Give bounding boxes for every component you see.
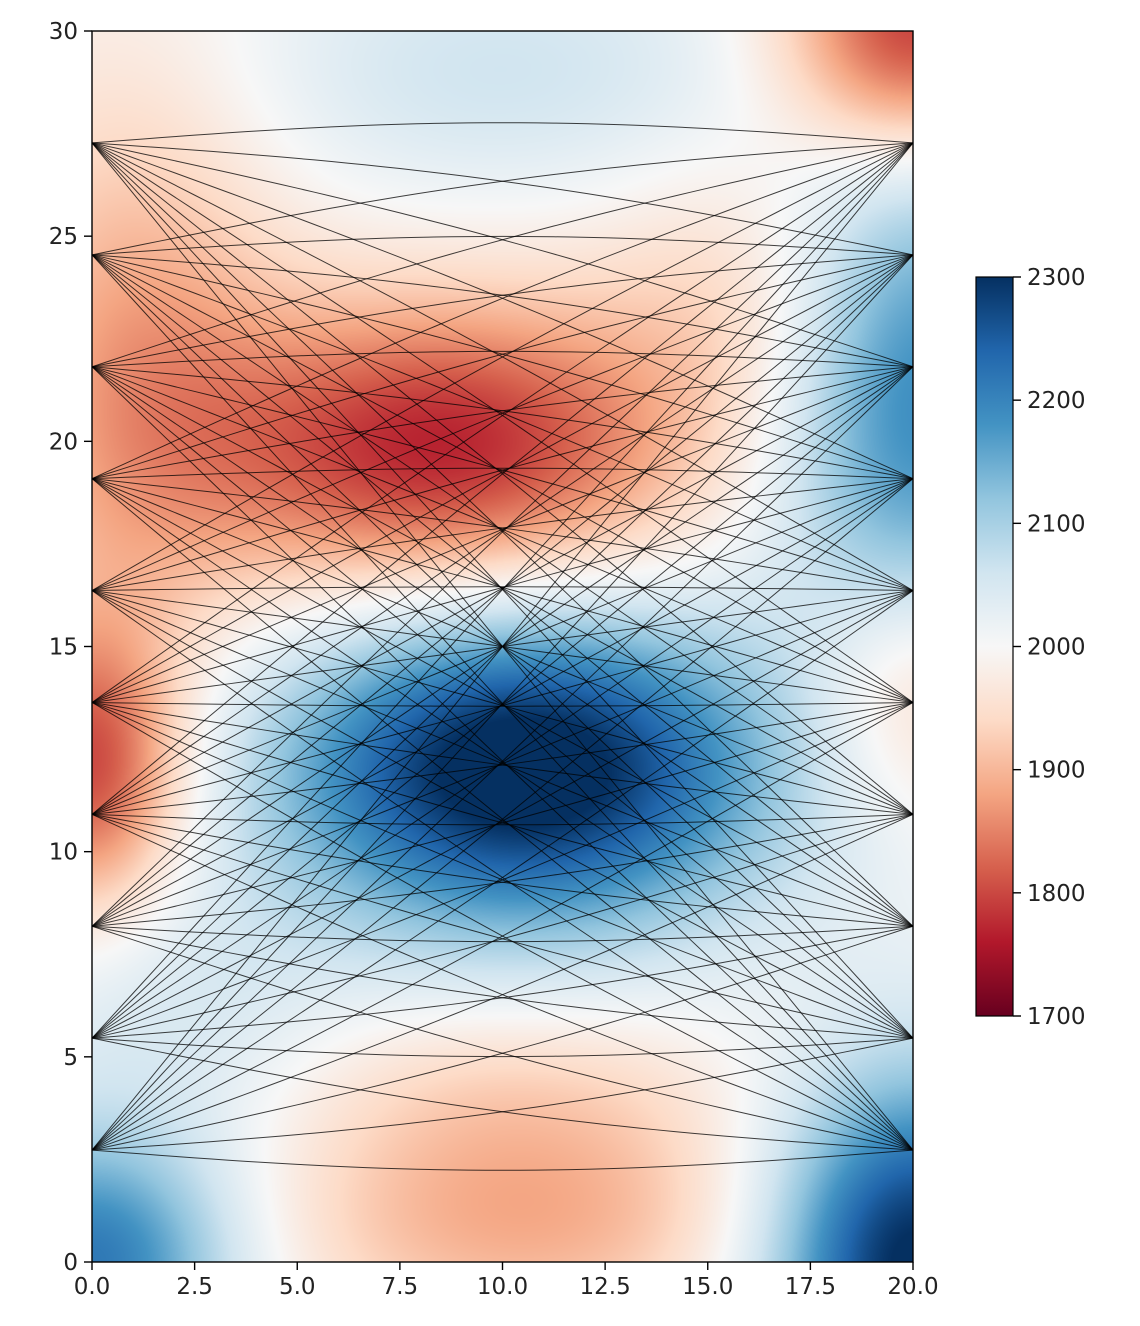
colorbar-tick-label: 1800 <box>1027 881 1086 907</box>
ray-path-s6-r1 <box>92 478 913 1039</box>
ray-path-s9-r7 <box>92 142 913 368</box>
ray-path-s5-r0 <box>92 590 913 1151</box>
y-tick-label: 30 <box>49 19 78 45</box>
ray-path-s9-r5 <box>92 142 913 591</box>
ray-path-s6-r6 <box>92 467 913 480</box>
ray-path-s4-r0 <box>92 702 913 1151</box>
ray-path-s5-r5 <box>92 586 913 592</box>
ray-path-s2-r2 <box>92 925 913 943</box>
ray-path-s8-r3 <box>92 254 913 815</box>
x-tick-label: 10.0 <box>477 1274 528 1300</box>
ray-path-s7-r5 <box>92 366 913 592</box>
colorbar-tick-label: 1900 <box>1027 758 1086 784</box>
y-tick-label: 5 <box>63 1045 78 1071</box>
ray-path-s1-r1 <box>92 1037 913 1058</box>
ray-path-s5-r1 <box>92 590 913 1039</box>
y-tick-label: 20 <box>49 429 78 455</box>
y-tick-label: 0 <box>63 1250 78 1276</box>
ray-path-s3-r0 <box>92 813 913 1151</box>
ray-paths <box>92 122 913 1171</box>
x-tick-label: 12.5 <box>580 1274 631 1300</box>
colorbar-tick-label: 2000 <box>1027 635 1086 661</box>
colorbar-gradient <box>976 277 1013 1016</box>
ray-path-s8-r8 <box>92 235 913 256</box>
ray-path-s8-r5 <box>92 254 913 591</box>
ray-path-s3-r2 <box>92 813 913 927</box>
ray-path-s5-r2 <box>92 590 913 927</box>
ray-path-s2-r1 <box>92 925 913 1039</box>
y-axis: 0 5 10 15 20 25 30 <box>49 19 92 1276</box>
colorbar-tick-label: 2300 <box>1027 265 1086 291</box>
ray-path-s6-r2 <box>92 478 913 927</box>
ray-path-s7-r7 <box>92 350 913 368</box>
ray-path-s8-r6 <box>92 254 913 480</box>
ray-path-s6-r0 <box>92 478 913 1151</box>
ray-path-s3-r1 <box>92 813 913 1039</box>
ray-path-s9-r3 <box>92 142 913 815</box>
colorbar-tick-label: 2100 <box>1027 511 1086 537</box>
y-tick-label: 15 <box>49 635 78 661</box>
ray-path-s7-r3 <box>92 366 913 815</box>
ray-path-s7-r4 <box>92 366 913 703</box>
ray-path-s2-r0 <box>92 925 913 1151</box>
x-tick-label: 5.0 <box>279 1274 316 1300</box>
ray-path-s8-r4 <box>92 254 913 703</box>
ray-path-s9-r4 <box>92 142 913 703</box>
x-tick-label: 7.5 <box>382 1274 419 1300</box>
x-tick-label: 0.0 <box>74 1274 111 1300</box>
x-tick-label: 20.0 <box>887 1274 938 1300</box>
ray-path-s9-r0 <box>92 142 913 1151</box>
x-tick-label: 15.0 <box>682 1274 733 1300</box>
ray-path-s8-r7 <box>92 254 913 368</box>
x-axis: 0.0 2.5 5.0 7.5 10.0 12.5 15.0 17.5 20.0 <box>74 1262 939 1300</box>
ray-path-s9-r8 <box>92 142 913 256</box>
ray-path-s1-r0 <box>92 1037 913 1151</box>
ray-path-s7-r6 <box>92 366 913 480</box>
ray-path-s9-r9 <box>92 122 913 144</box>
colorbar: 1700 1800 1900 2000 2100 2200 2300 <box>975 265 1086 1030</box>
colorbar-tick-label: 2200 <box>1027 388 1086 414</box>
y-tick-label: 25 <box>49 224 78 250</box>
ray-path-s7-r0 <box>92 366 913 1151</box>
ray-path-s6-r4 <box>92 478 913 703</box>
ray-path-s9-r1 <box>92 142 913 1039</box>
y-tick-label: 10 <box>49 840 78 866</box>
colorbar-tick-label: 1700 <box>1027 1004 1086 1030</box>
ray-path-s4-r3 <box>92 701 913 815</box>
ray-path-s6-r5 <box>92 478 913 592</box>
x-tick-label: 2.5 <box>176 1274 213 1300</box>
ray-path-s4-r4 <box>92 701 913 707</box>
ray-path-s5-r3 <box>92 590 913 815</box>
ray-path-s4-r1 <box>92 702 913 1039</box>
ray-path-s0-r0 <box>92 1149 913 1171</box>
ray-path-s4-r2 <box>92 701 913 927</box>
x-tick-label: 17.5 <box>785 1274 836 1300</box>
ray-path-s9-r6 <box>92 142 913 480</box>
ray-path-s9-r2 <box>92 142 913 927</box>
ray-path-s8-r0 <box>92 254 913 1151</box>
ray-path-s3-r3 <box>92 813 913 826</box>
